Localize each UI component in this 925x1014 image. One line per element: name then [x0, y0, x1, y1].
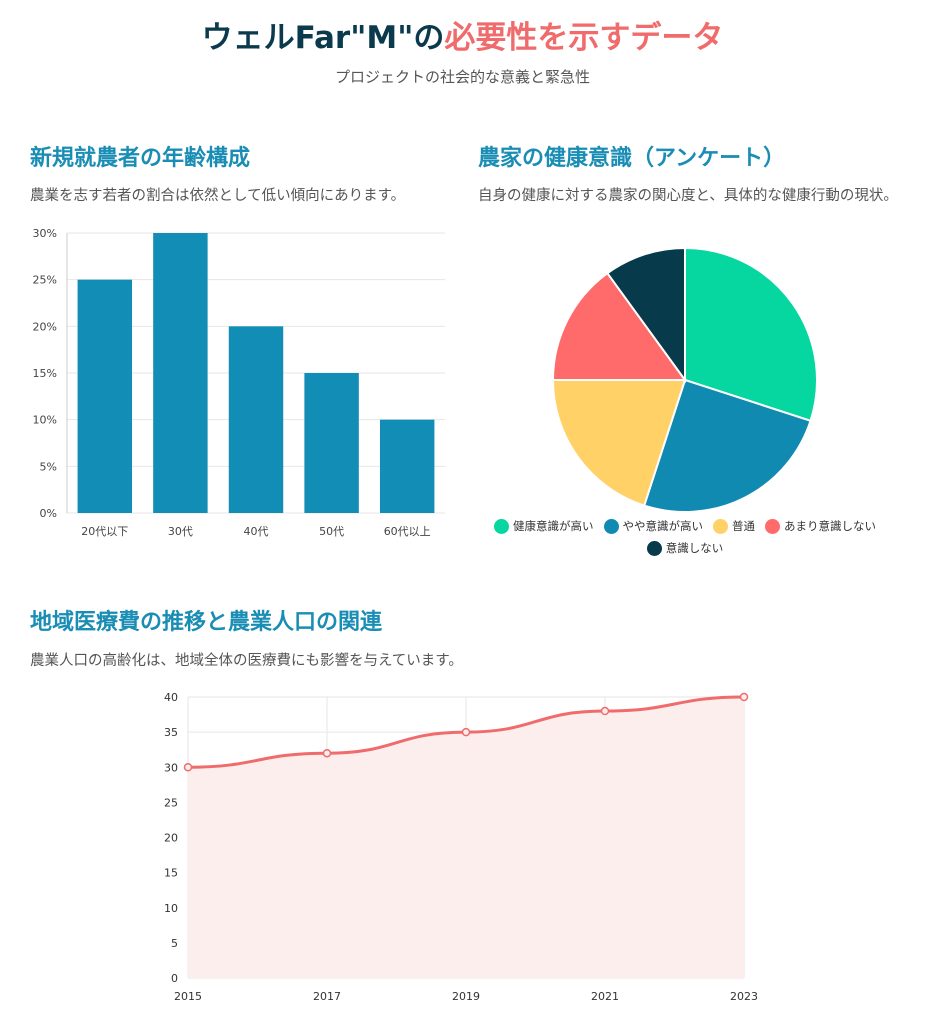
- area-fill: [188, 697, 744, 978]
- data-point-1: [322, 748, 332, 758]
- bar-x-tick: 30代: [168, 525, 193, 538]
- legend-swatch: [765, 518, 780, 534]
- page-subtitle: プロジェクトの社会的な意義と緊急性: [334, 68, 590, 86]
- pie-legend: 健康意識が高い やや意識が高い 普通 あまり意識しない意識しない: [470, 518, 900, 556]
- legend-swatch: [713, 518, 728, 534]
- bar-x-tick: 40代: [244, 525, 269, 538]
- data-point-0: [183, 763, 193, 772]
- pie-slice-3: [551, 271, 687, 381]
- pie-legend-item[interactable]: 健康意識が高い: [494, 518, 594, 534]
- bar-4: [379, 419, 435, 513]
- bar-y-tick: 25%: [33, 274, 57, 287]
- line-y-tick: 20: [164, 832, 178, 845]
- medical-area-chart: 0 5 10 15 20 25 30 35 40 2015 2017 2019 2021 2023: [164, 691, 758, 1003]
- line-x-tick: 2019: [452, 990, 480, 1003]
- title-main: ウェルFar"M"の: [201, 20, 445, 56]
- legend-swatch: [494, 518, 509, 534]
- bar-1: [153, 233, 208, 513]
- line-y-tick: 35: [164, 726, 178, 739]
- bar-y-tick: 0%: [40, 507, 57, 520]
- line-y-tick: 25: [164, 796, 178, 809]
- pie-slice-1: [642, 378, 812, 513]
- pie-slice-2: [551, 379, 687, 507]
- legend-label: 意識しない: [665, 541, 724, 555]
- bar-2: [228, 326, 284, 513]
- line-y-tick: 5: [171, 937, 178, 950]
- bar-y-tick: 20%: [33, 320, 57, 333]
- health-section-desc: 自身の健康に対する農家の関心度と、具体的な健康行動の現状。: [478, 188, 898, 204]
- legend-swatch: [646, 540, 662, 556]
- bar-x-tick: 50代: [319, 525, 344, 538]
- health-pie-chart: [551, 246, 818, 513]
- legend-swatch: [603, 518, 619, 534]
- pie-legend-item[interactable]: あまり意識しない: [765, 518, 876, 534]
- title-accent: 必要性を示すデータ: [444, 20, 724, 56]
- legend-label: あまり意識しない: [784, 519, 876, 533]
- line-x-tick: 2017: [313, 990, 341, 1003]
- bar-y-tick: 5%: [40, 460, 57, 473]
- line-y-tick: 30: [164, 761, 178, 774]
- age-section-title: 新規就農者の年齢構成: [30, 146, 251, 171]
- pie-slice-4: [606, 246, 686, 384]
- bar-y-tick: 15%: [33, 367, 57, 380]
- medical-section-title: 地域医療費の推移と農業人口の関連: [30, 610, 383, 635]
- bar-x-tick: 60代以上: [384, 525, 431, 538]
- data-point-3: [600, 706, 610, 716]
- line-y-tick: 0: [171, 972, 178, 985]
- line-y-tick: 10: [164, 902, 178, 915]
- page-title: ウェルFar"M"の必要性を示すデータ: [0, 16, 925, 60]
- data-point-2: [461, 727, 471, 737]
- medical-section-desc: 農業人口の高齢化は、地域全体の医療費にも影響を与えています。: [30, 653, 463, 669]
- line-x-tick: 2021: [591, 990, 619, 1003]
- pie-legend-item[interactable]: 普通: [713, 518, 755, 534]
- line-y-tick: 40: [164, 691, 178, 704]
- age-bar-chart: 0% 5% 10% 15% 20% 25% 30% 20代以下 30代 40代 50代 60代以上: [33, 227, 445, 538]
- legend-label: 健康意識が高い: [513, 519, 594, 533]
- bar-x-tick: 20代以下: [81, 525, 128, 538]
- health-section-title: 農家の健康意識（アンケート）: [478, 146, 786, 171]
- legend-label: やや意識が高い: [622, 519, 704, 533]
- bar-0: [77, 279, 133, 513]
- data-point-4: [739, 692, 749, 702]
- pie-slice-0: [684, 246, 818, 423]
- line-x-tick: 2023: [730, 990, 758, 1003]
- legend-label: 普通: [732, 519, 755, 533]
- pie-legend-item[interactable]: やや意識が高い: [603, 518, 704, 534]
- line-x-tick: 2015: [174, 990, 202, 1003]
- age-section-desc: 農業を志す若者の割合は依然として低い傾向にあります。: [30, 188, 406, 204]
- line-y-tick: 15: [164, 867, 178, 880]
- bar-y-tick: 30%: [33, 227, 57, 240]
- pie-legend-item[interactable]: 意識しない: [646, 540, 724, 556]
- bar-y-tick: 10%: [33, 414, 57, 427]
- bar-3: [304, 373, 359, 513]
